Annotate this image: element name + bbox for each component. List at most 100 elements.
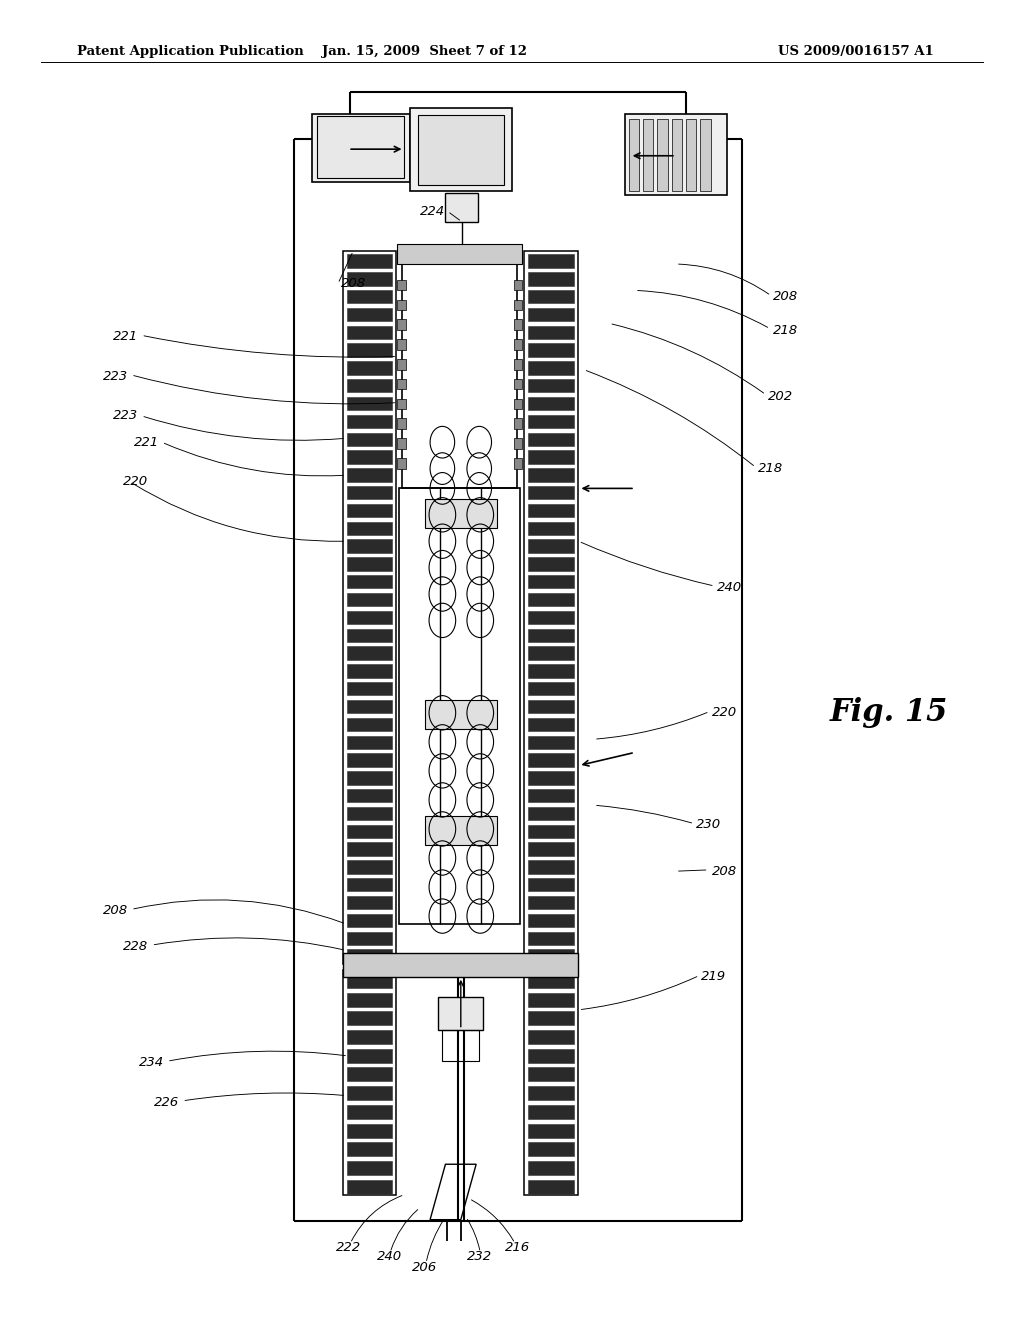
Bar [438,997,483,1030]
Bar [528,1030,573,1044]
Bar [528,397,573,411]
Bar [397,379,406,389]
Bar [528,611,573,624]
Bar [347,1180,392,1193]
Text: 240: 240 [717,581,742,594]
Bar [528,540,573,553]
Bar [347,896,392,909]
Bar [347,576,392,589]
Bar [528,1086,573,1100]
Text: 223: 223 [113,409,138,422]
Bar [528,326,573,339]
Bar [514,399,522,409]
Bar [347,861,392,874]
Bar [347,1105,392,1119]
Bar [343,251,396,964]
Text: 220: 220 [123,475,148,488]
Bar [347,469,392,482]
Bar [528,593,573,606]
Bar [528,842,573,855]
Text: 208: 208 [102,904,128,917]
Bar [347,1030,392,1044]
Bar [347,807,392,820]
Bar [402,257,517,488]
Text: 228: 228 [123,940,148,953]
Bar [514,319,522,330]
Bar [347,771,392,784]
Bar [347,682,392,696]
Bar [442,1030,479,1061]
Polygon shape [430,1164,476,1220]
Bar [397,280,406,290]
Bar [643,119,653,191]
Bar [425,499,497,528]
Bar [528,576,573,589]
Bar [528,290,573,304]
Bar [397,319,406,330]
Bar [397,300,406,310]
Bar [528,664,573,677]
Bar [528,913,573,927]
Bar [347,647,392,660]
Bar [514,379,522,389]
Bar [347,414,392,428]
Bar [528,878,573,891]
Bar [347,397,392,411]
Bar [425,816,497,845]
Text: 230: 230 [696,818,722,832]
Bar [347,825,392,838]
Bar [528,949,573,962]
Bar [347,343,392,356]
Bar [528,308,573,321]
Bar [343,953,578,977]
Bar [528,521,573,535]
Bar [528,433,573,446]
Bar [528,974,573,987]
Bar [528,896,573,909]
Bar [347,521,392,535]
Bar [528,771,573,784]
Bar [347,486,392,499]
Bar [347,974,392,987]
Bar [528,1180,573,1193]
Bar [657,119,668,191]
Bar [418,115,504,185]
Bar [347,1011,392,1026]
Bar [347,308,392,321]
Bar [528,861,573,874]
Text: 208: 208 [341,277,366,290]
Bar [528,993,573,1007]
Bar [347,913,392,927]
Text: 221: 221 [133,436,159,449]
Bar [514,300,522,310]
Bar [397,399,406,409]
Bar [528,754,573,767]
Bar [514,458,522,469]
Bar [347,1142,392,1156]
Text: 208: 208 [712,865,737,878]
Bar [514,280,522,290]
Bar [347,290,392,304]
Bar [528,700,573,713]
Bar [514,438,522,449]
Text: 218: 218 [758,462,783,475]
Bar [528,1011,573,1026]
Bar [347,718,392,731]
Text: Jan. 15, 2009  Sheet 7 of 12: Jan. 15, 2009 Sheet 7 of 12 [323,45,527,58]
Bar [399,488,520,924]
Text: 206: 206 [413,1261,437,1274]
Bar [312,114,410,182]
Bar [528,1142,573,1156]
Bar [528,504,573,517]
Bar [397,418,406,429]
Bar [347,735,392,748]
Bar [347,628,392,642]
Bar [347,1068,392,1081]
Bar [347,700,392,713]
Text: 223: 223 [102,370,128,383]
Bar [397,244,522,264]
Bar [347,1086,392,1100]
Bar [528,557,573,570]
Bar [347,1162,392,1175]
Bar [672,119,682,191]
